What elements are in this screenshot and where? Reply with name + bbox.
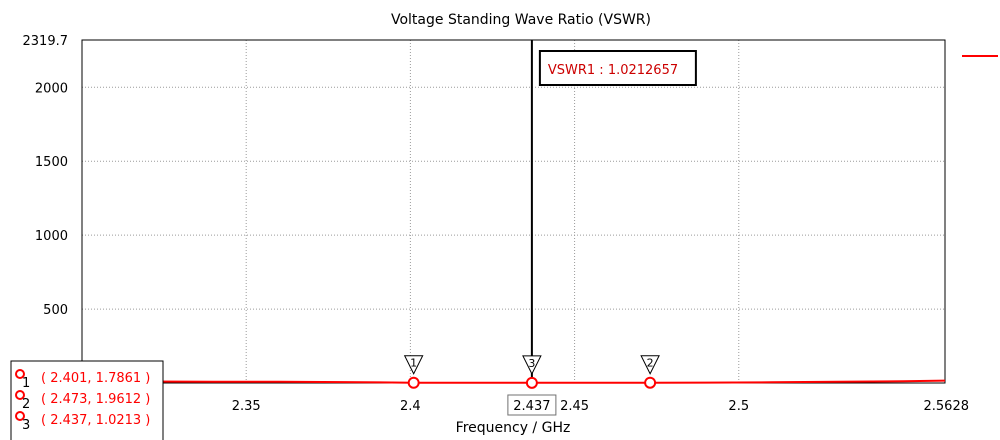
marker-list-dot — [15, 369, 25, 379]
y-tick-label: 1000 — [35, 229, 68, 244]
marker-list-panel: 1 ( 2.401, 1.7861 ) 2 ( 2.473, 1.9612 ) 3 ( 2… — [10, 360, 164, 440]
marker-triangle — [403, 355, 424, 375]
marker-layer: 1 2 3 — [403, 355, 660, 389]
marker-point — [644, 376, 657, 389]
cursor-x-box — [507, 394, 557, 416]
y-tick-labels: 500 1000 1500 2000 2319.7 — [23, 34, 69, 318]
series-line — [81, 379, 946, 384]
marker-id: 3 — [528, 357, 535, 370]
marker-list-number: 3 — [22, 418, 30, 433]
x-tick-label: 2.4 — [400, 399, 421, 414]
x-tick-label: 2.45 — [560, 399, 589, 414]
y-tick-label: 2000 — [35, 81, 68, 96]
chart-title: Voltage Standing Wave Ratio (VSWR) — [391, 12, 651, 28]
marker-list-dot — [15, 390, 25, 400]
cursor-readout: VSWR1 : 1.0212657 — [548, 63, 678, 78]
marker-list-number: 1 — [22, 376, 30, 391]
cursor-layer[interactable]: VSWR1 : 1.0212657 2.437 — [507, 40, 697, 416]
x-tick-label: 2.5628 — [924, 399, 970, 414]
y-tick-label: 2319.7 — [23, 34, 69, 49]
x-tick-labels: 2.35 2.4 2.45 2.5 2.5628 — [232, 399, 969, 414]
marker-list-number: 2 — [22, 397, 30, 412]
series-layer — [81, 379, 946, 384]
marker-id: 1 — [410, 357, 417, 370]
marker-triangle — [522, 355, 542, 375]
marker-triangle — [640, 355, 660, 375]
x-tick-label: 2.5 — [728, 399, 749, 414]
grid — [82, 40, 945, 383]
marker-point — [525, 376, 538, 389]
marker-id: 2 — [647, 357, 654, 370]
plot-frame — [81, 39, 946, 384]
cursor-x-label: 2.437 — [513, 399, 550, 414]
marker-list-entry: ( 2.401, 1.7861 ) — [41, 371, 150, 386]
y-tick-label: 500 — [43, 303, 68, 318]
x-axis-label: Frequency / GHz — [456, 420, 571, 436]
x-tick-label: 2.35 — [232, 399, 261, 414]
marker-list-entry: ( 2.437, 1.0213 ) — [41, 413, 150, 428]
marker-list-entry: ( 2.473, 1.9612 ) — [41, 392, 150, 407]
cursor-readout-box — [538, 50, 697, 86]
marker-point — [407, 376, 420, 389]
y-tick-label: 1500 — [35, 155, 68, 170]
marker-list-box — [10, 360, 164, 440]
marker-list-dot — [15, 411, 25, 421]
